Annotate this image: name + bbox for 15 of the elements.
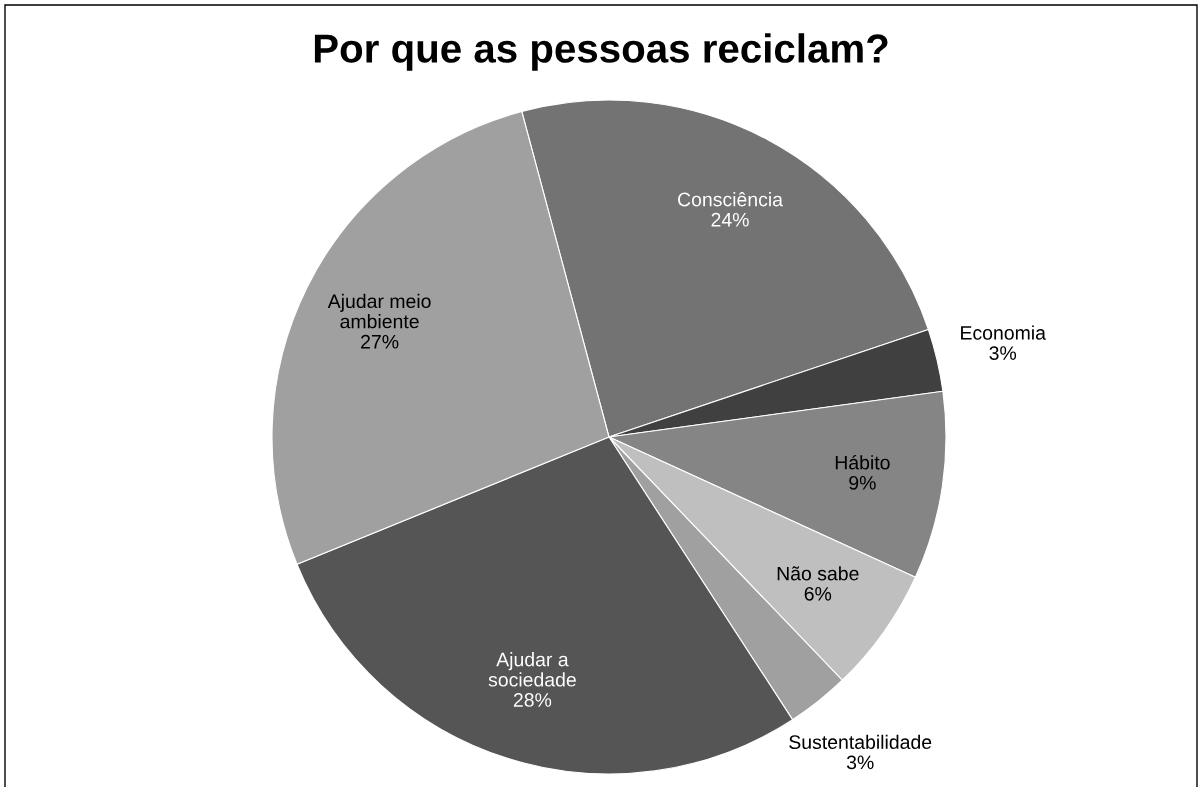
slice-label: Consciência [678,192,783,207]
data-label: 3% [846,755,874,770]
slice-label: Ajudar meio ambiente [327,293,431,329]
data-label: 28% [513,693,552,707]
data-label: 3% [989,346,1017,360]
data-label: 6% [804,586,832,601]
chart-title: Por que as pessoas reciclam? [314,33,888,71]
slice-label: Ajudar a sociedade [488,652,576,687]
data-label: 9% [849,475,876,490]
slice-label: Economia [961,325,1046,340]
slice-label: Não sabe [777,566,859,581]
data-label: 27% [361,334,399,349]
slice-label: Hábito [835,455,890,470]
data-label: 24% [711,212,749,227]
slice-label: Sustentabilidade [789,734,932,750]
